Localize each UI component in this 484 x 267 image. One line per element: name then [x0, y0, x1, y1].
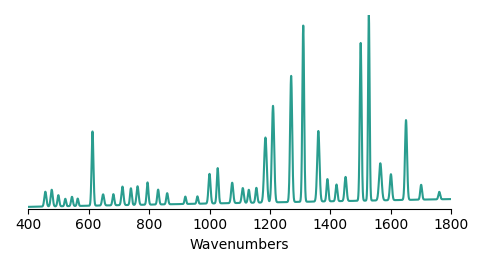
X-axis label: Wavenumbers: Wavenumbers	[190, 238, 289, 252]
